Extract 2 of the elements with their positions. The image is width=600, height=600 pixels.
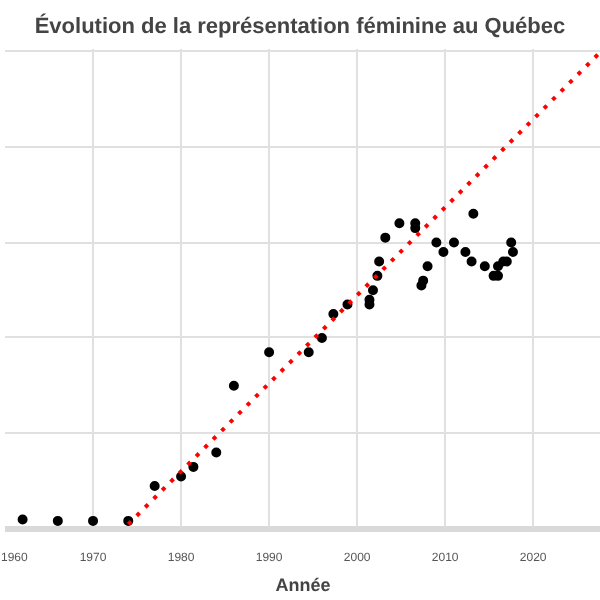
chart-title: Évolution de la représentation féminine au Québec	[34, 13, 566, 39]
x-axis-title: Année	[275, 575, 331, 595]
